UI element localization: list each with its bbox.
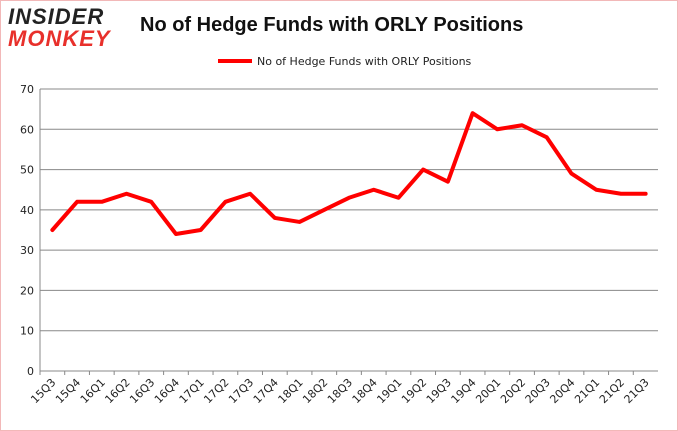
data-point bbox=[175, 233, 177, 235]
x-tick-label: 16Q4 bbox=[152, 376, 182, 406]
x-tick-label: 20Q4 bbox=[547, 376, 577, 406]
x-tick-label: 21Q1 bbox=[572, 376, 602, 406]
x-tick-label: 18Q3 bbox=[325, 376, 355, 406]
x-tick-label: 20Q3 bbox=[523, 376, 553, 406]
logo-line2: MONKEY bbox=[8, 26, 111, 51]
x-tick-label: 18Q2 bbox=[300, 376, 330, 406]
data-point bbox=[521, 124, 523, 126]
x-tick-label: 17Q3 bbox=[226, 376, 256, 406]
y-tick-label: 70 bbox=[20, 83, 34, 96]
x-tick-label: 20Q1 bbox=[473, 376, 503, 406]
insider-monkey-logo: INSIDER MONKEY bbox=[8, 6, 111, 50]
data-point bbox=[101, 201, 103, 203]
x-tick-label: 19Q2 bbox=[399, 376, 429, 406]
chart-title: No of Hedge Funds with ORLY Positions bbox=[140, 14, 524, 36]
x-tick-label: 19Q1 bbox=[374, 376, 404, 406]
y-tick-label: 40 bbox=[20, 204, 34, 217]
data-point bbox=[299, 221, 301, 223]
x-tick-label: 17Q2 bbox=[201, 376, 231, 406]
data-point bbox=[595, 189, 597, 191]
x-tick-label: 19Q4 bbox=[449, 376, 479, 406]
y-tick-label: 0 bbox=[27, 365, 34, 378]
legend-label: No of Hedge Funds with ORLY Positions bbox=[257, 55, 472, 68]
logo-line1: INSIDER bbox=[8, 4, 105, 29]
x-tick-label: 15Q4 bbox=[53, 376, 83, 406]
y-tick-label: 30 bbox=[20, 244, 34, 257]
data-point bbox=[274, 217, 276, 219]
data-point bbox=[620, 193, 622, 195]
series-line bbox=[50, 111, 648, 237]
data-point bbox=[323, 209, 325, 211]
data-point bbox=[472, 112, 474, 114]
x-tick-label: 21Q3 bbox=[622, 376, 652, 406]
x-tick-label: 17Q1 bbox=[177, 376, 207, 406]
data-point bbox=[397, 197, 399, 199]
x-tick-label: 19Q3 bbox=[424, 376, 454, 406]
x-tick-label: 15Q3 bbox=[28, 376, 58, 406]
x-tick-label: 18Q4 bbox=[350, 376, 380, 406]
data-point bbox=[645, 193, 647, 195]
data-point bbox=[496, 128, 498, 130]
x-tick-label: 16Q2 bbox=[102, 376, 132, 406]
legend: No of Hedge Funds with ORLY Positions bbox=[218, 55, 472, 68]
y-tick-label: 50 bbox=[20, 164, 34, 177]
x-tick-label: 16Q3 bbox=[127, 376, 157, 406]
data-point bbox=[546, 136, 548, 138]
x-tick-label: 17Q4 bbox=[251, 376, 281, 406]
data-point bbox=[249, 193, 251, 195]
y-tick-label: 10 bbox=[20, 325, 34, 338]
data-point bbox=[200, 229, 202, 231]
data-point bbox=[422, 169, 424, 171]
data-point bbox=[224, 201, 226, 203]
data-point bbox=[348, 197, 350, 199]
data-point bbox=[51, 229, 53, 231]
x-tick-label: 21Q2 bbox=[597, 376, 627, 406]
data-point bbox=[126, 193, 128, 195]
data-point bbox=[447, 181, 449, 183]
data-point bbox=[570, 173, 572, 175]
y-tick-label: 60 bbox=[20, 123, 34, 136]
data-point bbox=[373, 189, 375, 191]
data-point bbox=[150, 201, 152, 203]
x-tick-label: 16Q1 bbox=[78, 376, 108, 406]
y-tick-label: 20 bbox=[20, 284, 34, 297]
x-tick-label: 18Q1 bbox=[276, 376, 306, 406]
data-point bbox=[76, 201, 78, 203]
x-tick-label: 20Q2 bbox=[498, 376, 528, 406]
